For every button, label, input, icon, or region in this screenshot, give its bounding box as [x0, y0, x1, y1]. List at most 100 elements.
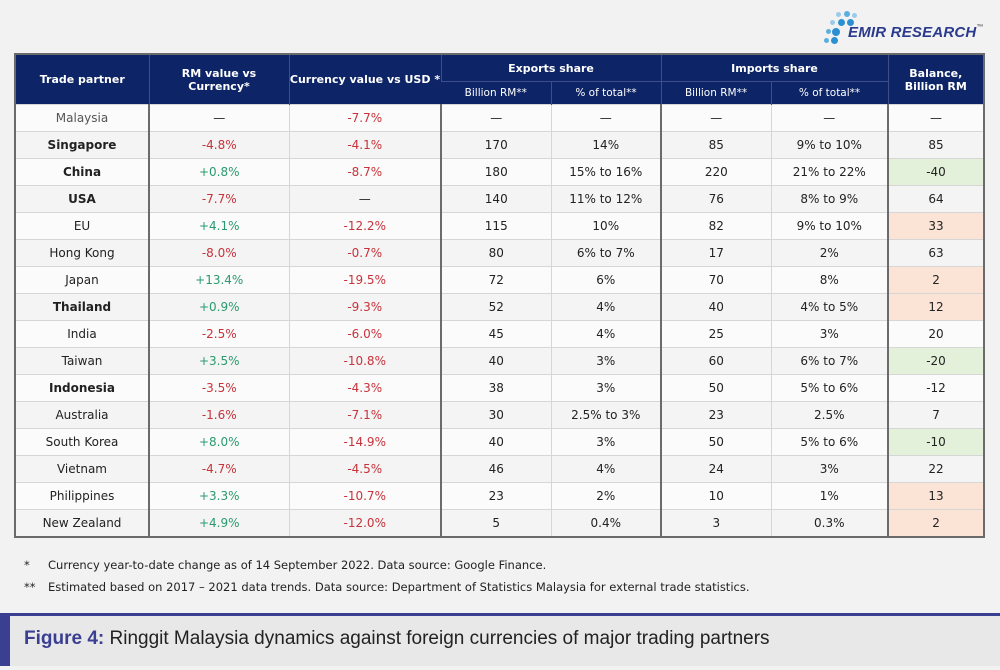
balance-cell: 13 [888, 482, 985, 510]
exports-pct-cell: 4% [551, 320, 663, 348]
usd-value-cell: -10.8% [289, 347, 442, 375]
imports-pct-cell: 2.5% [771, 401, 890, 429]
balance-cell: — [888, 104, 985, 132]
partner-cell: Philippines [15, 482, 150, 510]
exports-billion-cell: 180 [441, 158, 552, 186]
balance-cell: 85 [888, 131, 985, 159]
rm-value-cell: — [149, 104, 290, 132]
rm-value-cell: +3.3% [149, 482, 290, 510]
exports-billion-cell: 30 [441, 401, 552, 429]
figure-label: Figure 4: [24, 628, 105, 649]
exports-billion-cell: 40 [441, 428, 552, 456]
table-row: Vietnam -4.7% -4.5% 46 4% 24 3% 22 [15, 455, 985, 483]
rm-value-cell: -8.0% [149, 239, 290, 267]
imports-billion-cell: 85 [661, 131, 772, 159]
emir-research-logo: EMIR RESEARCH™ [820, 8, 990, 48]
usd-value-cell: -19.5% [289, 266, 442, 294]
usd-value-cell: -4.3% [289, 374, 442, 402]
partner-cell: Japan [15, 266, 150, 294]
usd-value-cell: -9.3% [289, 293, 442, 321]
imports-pct-cell: 1% [771, 482, 890, 510]
exports-billion-cell: 5 [441, 509, 552, 537]
trade-partner-table: Trade partner RM value vs Currency* Curr… [14, 53, 986, 538]
exports-pct-cell: 6% to 7% [551, 239, 663, 267]
balance-cell: -20 [888, 347, 985, 375]
exports-pct-cell: 6% [551, 266, 663, 294]
balance-cell: -40 [888, 158, 985, 186]
usd-value-cell: -4.5% [289, 455, 442, 483]
table-row: South Korea +8.0% -14.9% 40 3% 50 5% to 6% -10 [15, 428, 985, 456]
exports-billion-cell: 40 [441, 347, 552, 375]
usd-value-cell: -14.9% [289, 428, 442, 456]
table-row: Australia -1.6% -7.1% 30 2.5% to 3% 23 2.5% 7 [15, 401, 985, 429]
imports-pct-cell: 9% to 10% [771, 131, 890, 159]
exports-billion-cell: 38 [441, 374, 552, 402]
footnote-1: * Currency year-to-date change as of 14 S… [24, 558, 547, 572]
table-row: Hong Kong -8.0% -0.7% 80 6% to 7% 17 2% 63 [15, 239, 985, 267]
table-row: Malaysia — -7.7% — — — — — [15, 104, 985, 132]
caption-accent-bar [0, 613, 10, 666]
usd-value-cell: -12.2% [289, 212, 442, 240]
imports-billion-cell: 60 [661, 347, 772, 375]
table-row: Japan +13.4% -19.5% 72 6% 70 8% 2 [15, 266, 985, 294]
rm-value-cell: +13.4% [149, 266, 290, 294]
partner-cell: USA [15, 185, 150, 213]
usd-value-cell: -8.7% [289, 158, 442, 186]
table-row: China +0.8% -8.7% 180 15% to 16% 220 21% to 22… [15, 158, 985, 186]
partner-cell: Malaysia [15, 104, 150, 132]
imports-billion-cell: 76 [661, 185, 772, 213]
rm-value-cell: +0.9% [149, 293, 290, 321]
header-rm-value: RM value vs Currency* [148, 54, 289, 105]
header-imports-pct: % of total** [770, 81, 889, 105]
balance-cell: 33 [888, 212, 985, 240]
logo-dots-icon [820, 10, 860, 44]
imports-pct-cell: 9% to 10% [771, 212, 890, 240]
exports-billion-cell: 46 [441, 455, 552, 483]
footnotes: * Currency year-to-date change as of 14 S… [24, 554, 749, 598]
partner-cell: EU [15, 212, 150, 240]
imports-pct-cell: 6% to 7% [771, 347, 890, 375]
exports-pct-cell: 2% [551, 482, 663, 510]
figure-title: Ringgit Malaysia dynamics against foreig… [104, 628, 770, 649]
imports-pct-cell: 8% [771, 266, 890, 294]
exports-billion-cell: 115 [441, 212, 552, 240]
imports-billion-cell: 50 [661, 428, 772, 456]
imports-billion-cell: 10 [661, 482, 772, 510]
partner-cell: China [15, 158, 150, 186]
partner-cell: Taiwan [15, 347, 150, 375]
exports-pct-cell: 0.4% [551, 509, 663, 537]
exports-pct-cell: 14% [551, 131, 663, 159]
usd-value-cell: -10.7% [289, 482, 442, 510]
rm-value-cell: -1.6% [149, 401, 290, 429]
rm-value-cell: -2.5% [149, 320, 290, 348]
rm-value-cell: -3.5% [149, 374, 290, 402]
rm-value-cell: -4.7% [149, 455, 290, 483]
partner-cell: South Korea [15, 428, 150, 456]
balance-cell: 2 [888, 509, 985, 537]
imports-billion-cell: 220 [661, 158, 772, 186]
header-imports-share: Imports share [660, 54, 889, 82]
header-exports-pct: % of total** [550, 81, 662, 105]
usd-value-cell: -7.7% [289, 104, 442, 132]
imports-pct-cell: 5% to 6% [771, 374, 890, 402]
table-row: Philippines +3.3% -10.7% 23 2% 10 1% 13 [15, 482, 985, 510]
exports-pct-cell: 3% [551, 374, 663, 402]
exports-billion-cell: 23 [441, 482, 552, 510]
partner-cell: Vietnam [15, 455, 150, 483]
rm-value-cell: +4.1% [149, 212, 290, 240]
exports-pct-cell: 3% [551, 428, 663, 456]
footnote-2: ** Estimated based on 2017 – 2021 data tr… [24, 580, 750, 594]
partner-cell: India [15, 320, 150, 348]
imports-billion-cell: 24 [661, 455, 772, 483]
exports-pct-cell: 10% [551, 212, 663, 240]
table-row: Taiwan +3.5% -10.8% 40 3% 60 6% to 7% -20 [15, 347, 985, 375]
header-currency-value: Currency value vs USD * [288, 54, 441, 105]
table-row: Singapore -4.8% -4.1% 170 14% 85 9% to 10% 85 [15, 131, 985, 159]
balance-cell: 22 [888, 455, 985, 483]
table-row: Indonesia -3.5% -4.3% 38 3% 50 5% to 6% -12 [15, 374, 985, 402]
exports-billion-cell: 72 [441, 266, 552, 294]
usd-value-cell: -6.0% [289, 320, 442, 348]
table-row: EU +4.1% -12.2% 115 10% 82 9% to 10% 33 [15, 212, 985, 240]
figure-caption: Figure 4: Ringgit Malaysia dynamics agai… [0, 613, 1000, 666]
header-exports-share: Exports share [440, 54, 662, 82]
